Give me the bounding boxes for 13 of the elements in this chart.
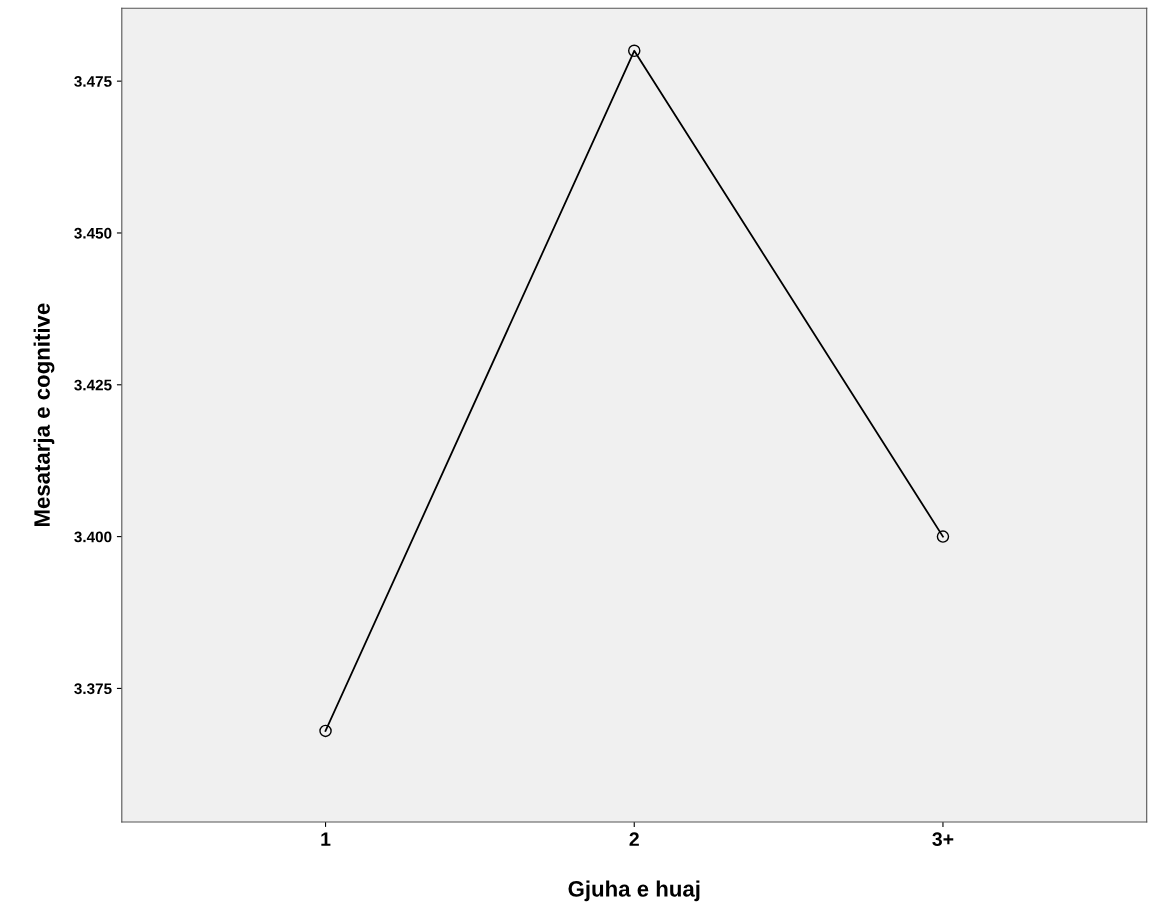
x-tick-label: 3+ — [932, 832, 954, 847]
y-tick-label: 3.425 — [74, 379, 112, 391]
x-tick-label: 2 — [629, 832, 639, 846]
y-tick-label: 3.450 — [74, 227, 112, 239]
y-tick-label: 3.375 — [74, 683, 112, 695]
x-tick-label: 1 — [321, 832, 331, 846]
y-tick-label: 3.400 — [74, 531, 112, 543]
y-tick-label: 3.475 — [74, 76, 112, 87]
point — [319, 724, 332, 738]
x-axis-title: Gjuha e huaj — [568, 880, 700, 902]
point — [936, 530, 950, 543]
y-axis-title: Mesatarja e cognitive — [33, 303, 55, 527]
point — [627, 44, 641, 58]
